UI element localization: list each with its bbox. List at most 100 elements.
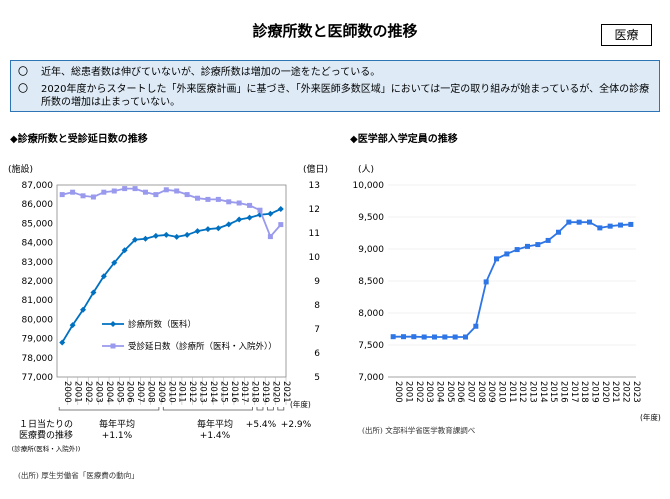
data-point [132,186,138,192]
page-title: 診療所数と医師数の推移 [252,22,418,40]
x-tick-label: 2001 [404,381,414,403]
x-tick-label: 2012 [517,381,527,403]
x-tick-label: 2020 [600,381,610,403]
data-point [618,222,623,228]
x-tick-label: 2016 [559,381,569,403]
legend-label: 受診延日数（診療所（医科・入院外）） [128,341,277,352]
data-point [152,232,159,239]
x-tick-label: 2009 [486,381,496,403]
x-tick-label: 2010 [166,381,176,403]
data-point [401,334,406,340]
data-point [267,234,273,240]
data-point [576,219,582,225]
x-tick-label: 2005 [114,381,124,403]
data-point [195,195,201,201]
x-tick-label: 2007 [466,381,476,403]
data-point [90,289,97,296]
summary-text: 近年、総患者数は伸びていないが、診療所数は増加の一途をたどっている。 [41,67,381,78]
y-right-tick-label: 10 [309,253,321,263]
x-tick-label: 2007 [135,381,145,403]
data-point [442,334,448,340]
x-tick-label: 2017 [569,381,579,403]
category-badge: 医療 [601,24,652,46]
x-tick-label: 2005 [445,381,455,403]
data-point [535,242,541,248]
data-point [463,334,468,340]
data-point [587,219,592,225]
x-tick-label: 2015 [218,381,228,403]
data-point [277,206,284,212]
x-tick-label: 2016 [229,381,239,403]
period-bracket [277,407,285,411]
data-point [257,207,263,213]
x-tick-label: 2006 [125,381,135,403]
x-tick-label: 2008 [476,381,486,403]
y-tick-label: 7,000 [358,373,384,383]
x-axis-label: (年度) [640,412,661,422]
data-point [483,279,489,285]
data-point [525,243,530,249]
data-point [90,194,96,200]
data-point [246,214,253,221]
data-point [142,235,149,242]
x-tick-label: 2011 [507,381,517,403]
x-tick-label: 2014 [208,381,218,403]
average-growth-label-2: 毎年平均 +1.4% [196,420,233,441]
data-point [132,236,139,243]
data-point [59,192,65,198]
clinics-visits-chart: 77,000 78,000 79,000 80,000 81,000 82,000 83,0… [8,163,328,411]
average-growth-label-1: 毎年平均 +1.1% [98,420,135,441]
x-tick-label: 2018 [579,381,589,403]
x-tick-label: 2009 [156,381,166,403]
y-left-tick-label: 84,000 [22,239,54,249]
y-tick-label: 9,500 [358,213,384,223]
data-point [278,222,284,228]
x-tick-label: 2004 [104,381,114,403]
data-point [247,202,253,208]
data-point [111,188,117,194]
x-tick-label: 2013 [198,381,208,403]
y-left-tick-label: 77,000 [22,373,54,383]
x-tick-label: 2002 [83,381,93,403]
summary-text: 2020年度からスタートした「外来医療計画」に基づき、「外来医師多数区域」におい… [41,84,650,108]
data-point [80,306,87,313]
y-tick-label: 7,500 [358,341,384,351]
data-point [494,256,499,262]
left-section-title: ◆診療所数と受診延日数の推移 [10,134,148,145]
data-point [121,247,128,254]
x-tick-label: 2003 [424,381,434,403]
x-tick-label: 2018 [250,381,260,403]
x-axis-label: (年度) [290,399,311,409]
y-left-tick-label: 82,000 [22,277,54,287]
data-point [452,334,458,340]
period-bracket [266,407,274,411]
growth-2021-label: +2.9% [280,420,312,430]
data-point [100,273,107,280]
x-tick-label: 2014 [538,381,548,403]
x-tick-label: 2001 [73,381,83,403]
y-right-tick-label: 7 [314,325,320,335]
y-left-tick-label: 79,000 [22,335,54,345]
x-tick-label: 2012 [187,381,197,403]
left-source: (出所) 厚生労働省「医療費の動向」 [18,471,139,480]
data-point [473,323,479,329]
y-right-tick-label: 8 [314,301,320,311]
y-tick-label: 8,500 [358,277,384,287]
data-point [432,334,437,340]
y-left-axis-label: (施設) [8,163,33,175]
x-tick-label: 2008 [145,381,155,403]
legend-label: 診療所数（医科） [128,319,196,330]
x-tick-label: 2021 [610,381,620,403]
x-tick-label: 2019 [260,381,270,403]
summary-box: 〇 近年、総患者数は伸びていないが、診療所数は増加の一途をたどっている。 〇 2… [10,60,660,112]
data-point [545,237,551,243]
data-point [267,210,274,217]
data-point [101,189,107,195]
per-day-cost-sublabel: (診療所(医科・入院外)) [11,445,81,453]
circle-bullet-icon: 〇 [18,67,28,78]
y-axis-label: (人) [358,164,374,175]
x-tick-label: 2013 [528,381,538,403]
y-left-tick-label: 78,000 [22,354,54,364]
y-tick-label: 10,000 [353,181,385,191]
x-tick-label: 2003 [93,381,103,403]
